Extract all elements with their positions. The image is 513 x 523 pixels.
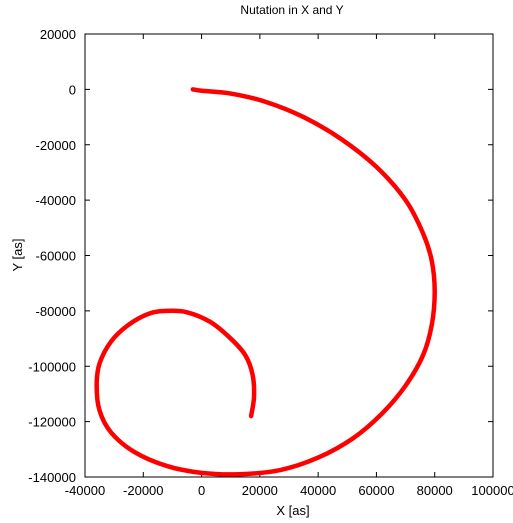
x-tick-label: 60000 bbox=[358, 483, 394, 498]
y-tick-label: -20000 bbox=[36, 138, 76, 153]
y-tick-label: -100000 bbox=[28, 359, 76, 374]
y-tick-label: -80000 bbox=[36, 304, 76, 319]
series-line bbox=[94, 87, 437, 477]
y-tick-label: -120000 bbox=[28, 415, 76, 430]
x-tick-label: 100000 bbox=[471, 483, 513, 498]
x-tick-label: 80000 bbox=[417, 483, 453, 498]
y-tick-label: 0 bbox=[69, 82, 76, 97]
x-axis-title: X [as] bbox=[276, 503, 309, 518]
tick-labels: -40000 -20000 0 20000 40000 60000 80000 100000 2… bbox=[28, 27, 513, 498]
x-tick-label: -40000 bbox=[65, 483, 105, 498]
y-axis-title: Y [as] bbox=[10, 238, 25, 271]
x-tick-label: 0 bbox=[198, 483, 205, 498]
x-tick-label: -20000 bbox=[123, 483, 163, 498]
x-tick-label: 40000 bbox=[300, 483, 336, 498]
y-tick-label: -140000 bbox=[28, 470, 76, 485]
y-tick-label: 20000 bbox=[40, 27, 76, 42]
plot-frame bbox=[84, 33, 494, 478]
chart-title: Nutation in X and Y bbox=[240, 3, 343, 17]
y-tick-label: -40000 bbox=[36, 193, 76, 208]
x-tick-label: 20000 bbox=[242, 483, 278, 498]
y-tick-label: -60000 bbox=[36, 249, 76, 264]
